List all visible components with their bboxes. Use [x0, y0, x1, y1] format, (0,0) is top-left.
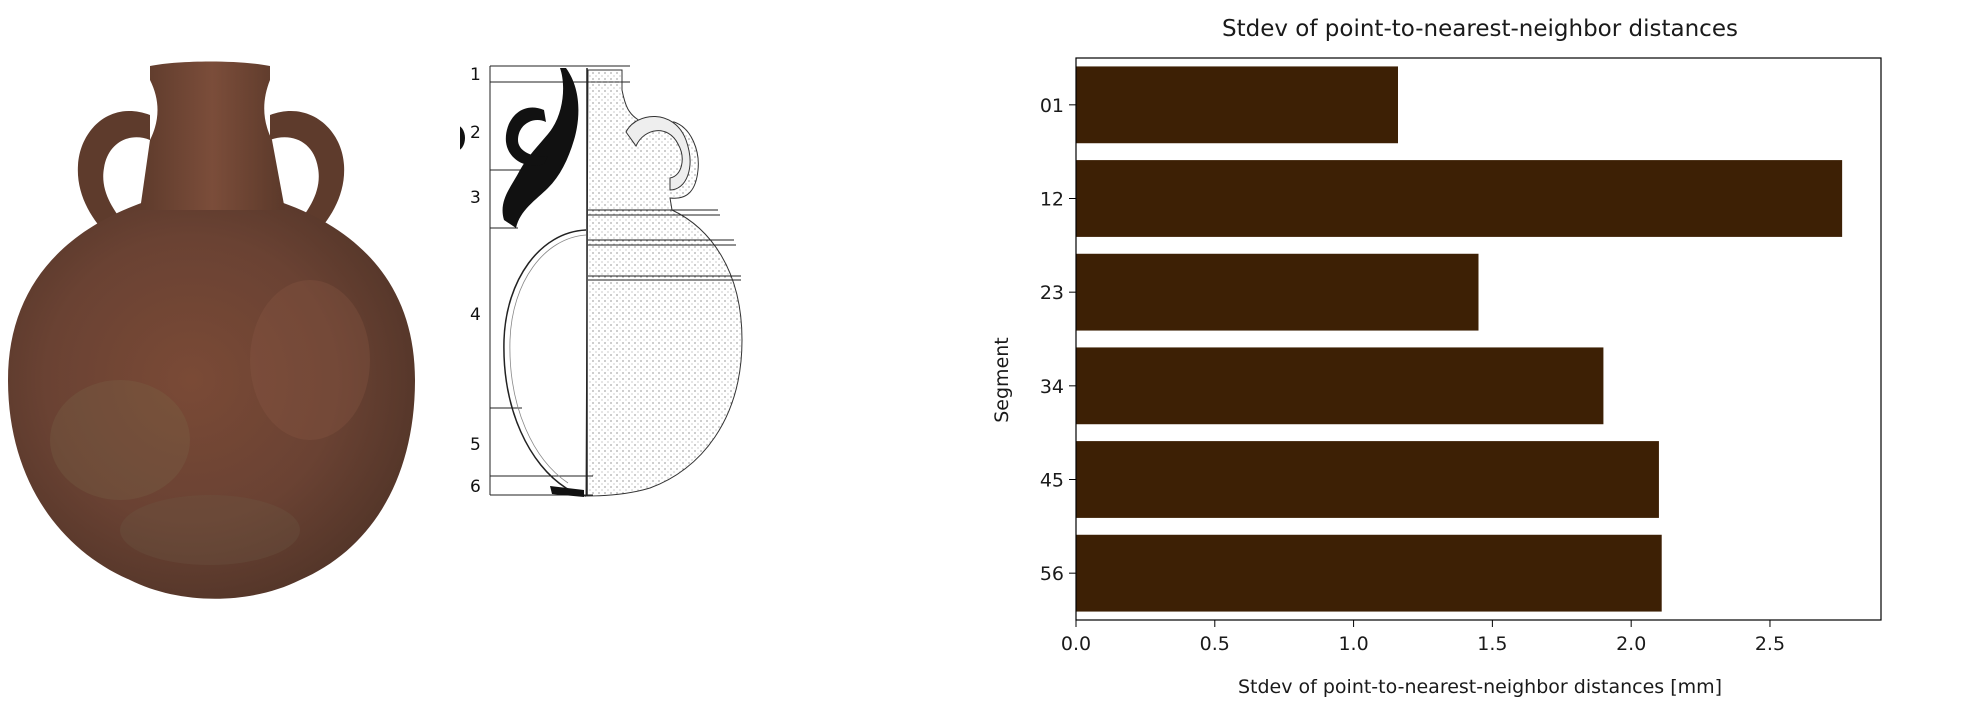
- x-tick-label: 2.5: [1755, 633, 1785, 655]
- bar-series: [1076, 66, 1843, 612]
- segment-label-4: 4: [470, 305, 481, 325]
- jug-photo: [0, 60, 460, 660]
- y-tick-label: 23: [1040, 282, 1064, 304]
- jug-drawing-image: 1 2 3 4 5 6: [447, 65, 743, 497]
- x-tick-label: 2.0: [1616, 633, 1646, 655]
- x-tick-label: 0.5: [1200, 633, 1230, 655]
- y-axis-label: Segment: [991, 337, 1013, 423]
- segment-label-3: 3: [470, 188, 481, 208]
- bar-12: [1076, 160, 1843, 237]
- plot-frame: [1075, 57, 1882, 621]
- drawing-section-profile: [502, 68, 579, 228]
- x-tick-label: 0.0: [1061, 633, 1091, 655]
- bar-34: [1076, 347, 1604, 425]
- bar-01: [1076, 66, 1398, 144]
- chart-title: Stdev of point-to-nearest-neighbor dista…: [1222, 16, 1738, 42]
- y-tick-label: 01: [1040, 95, 1064, 117]
- x-tick-label: 1.5: [1477, 633, 1507, 655]
- drawing-exterior-half: [585, 69, 743, 497]
- y-tick-label: 34: [1040, 376, 1064, 398]
- jug-technical-drawing: 1 2 3 4 5 6: [447, 60, 980, 660]
- bar-56: [1076, 534, 1662, 612]
- bar-chart: Stdev of point-to-nearest-neighbor dista…: [980, 0, 1964, 722]
- segment-label-1: 1: [470, 65, 481, 85]
- axis-ticks: 01 12 23 34 45 56 0.0 0.5 1.0 1.5 2.0 2.5: [1040, 95, 1785, 655]
- bar-45: [1076, 441, 1659, 518]
- x-axis-label: Stdev of point-to-nearest-neighbor dista…: [1238, 676, 1722, 698]
- y-tick-label: 56: [1040, 563, 1064, 585]
- y-tick-label: 45: [1040, 470, 1064, 492]
- y-tick-label: 12: [1040, 189, 1064, 211]
- bar-chart-svg: Stdev of point-to-nearest-neighbor dista…: [991, 16, 1882, 698]
- segment-label-5: 5: [470, 435, 481, 455]
- segment-label-2: 2: [470, 123, 481, 143]
- jug-photo-image: [8, 61, 415, 599]
- segment-label-6: 6: [470, 477, 481, 497]
- x-tick-label: 1.0: [1338, 633, 1368, 655]
- bar-23: [1076, 253, 1479, 331]
- segment-marker-lines: [489, 65, 630, 496]
